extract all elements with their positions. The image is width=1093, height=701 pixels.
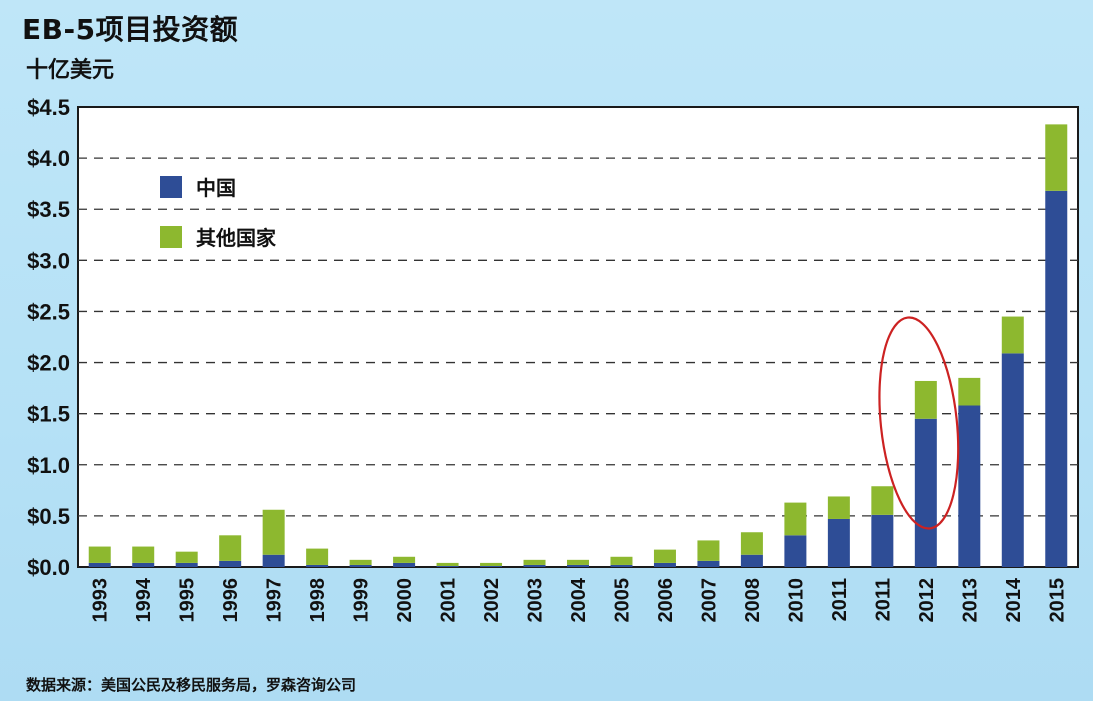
x-tick-label: 2011	[829, 578, 851, 621]
bar-china	[958, 405, 981, 567]
x-tick-label: 2015	[1046, 578, 1068, 623]
bar-china	[480, 565, 503, 567]
y-tick-label: $3.0	[27, 248, 70, 273]
bar-china	[610, 564, 633, 567]
bar-other-countries	[1045, 124, 1068, 191]
legend-label: 其他国家	[196, 226, 277, 250]
bar-china	[393, 562, 416, 567]
x-tick-label: 2002	[481, 578, 503, 623]
bar-china	[306, 564, 329, 567]
y-tick-label: $4.0	[27, 146, 70, 171]
bar-other-countries	[393, 556, 416, 563]
bar-china	[567, 564, 589, 567]
x-tick-label: 2003	[525, 578, 547, 623]
bar-china	[1045, 190, 1068, 568]
bar-china	[871, 514, 894, 567]
bar-china	[219, 560, 242, 567]
bar-china	[697, 560, 720, 567]
bar-other-countries	[306, 548, 329, 565]
legend-swatch	[160, 226, 182, 248]
bar-china	[914, 418, 937, 567]
bar-china	[827, 518, 850, 567]
y-tick-label: $2.0	[27, 351, 70, 376]
bar-other-countries	[871, 486, 894, 515]
y-tick-label: $1.0	[27, 453, 70, 478]
bar-china	[349, 564, 372, 567]
bar-other-countries	[784, 502, 807, 536]
bar-china	[653, 562, 676, 567]
bar-china	[262, 554, 285, 567]
bar-other-countries	[219, 535, 242, 561]
bar-china	[523, 564, 546, 567]
bar-other-countries	[132, 546, 155, 563]
bar-other-countries	[958, 377, 981, 406]
bar-china	[175, 562, 198, 567]
y-tick-label: $4.5	[27, 95, 70, 120]
bar-other-countries	[480, 562, 503, 566]
bar-china	[88, 562, 111, 567]
x-tick-label: 1997	[264, 578, 286, 623]
x-tick-label: 2001	[438, 578, 460, 623]
bar-other-countries	[436, 562, 459, 566]
x-tick-label: 1999	[351, 578, 373, 623]
x-tick-label: 2008	[742, 578, 764, 623]
chart-subtitle: 十亿美元	[26, 58, 115, 83]
legend-label: 中国	[196, 176, 236, 200]
y-tick-label: $2.5	[27, 299, 70, 324]
bar-other-countries	[653, 549, 676, 563]
bar-china	[784, 535, 807, 567]
bar-other-countries	[697, 540, 720, 561]
chart-title: EB-5项目投资额	[22, 13, 239, 46]
bar-other-countries	[827, 496, 850, 519]
bar-other-countries	[914, 380, 937, 419]
x-tick-label: 1994	[133, 577, 155, 622]
y-tick-label: $0.0	[27, 555, 70, 580]
x-tick-label: 2014	[1003, 577, 1025, 622]
highlight-ellipse	[878, 316, 960, 530]
bar-other-countries	[1001, 316, 1024, 354]
bar-other-countries	[88, 546, 111, 563]
x-tick-label: 2010	[785, 578, 807, 623]
x-tick-label: 2004	[568, 577, 590, 622]
bar-other-countries	[175, 551, 198, 563]
y-tick-label: $3.5	[27, 197, 70, 222]
bar-other-countries	[262, 509, 285, 555]
data-source-note: 数据来源：美国公民及移民服务局，罗森咨询公司	[26, 676, 357, 694]
x-tick-label: 2005	[611, 578, 633, 623]
bar-other-countries	[740, 532, 763, 555]
bar-china	[436, 565, 459, 567]
legend-swatch	[160, 176, 182, 198]
y-tick-label: $0.5	[27, 504, 70, 529]
y-tick-label: $1.5	[27, 402, 70, 427]
x-tick-label: 1995	[177, 578, 199, 623]
x-tick-label: 2012	[916, 578, 938, 623]
x-tick-label: 2000	[394, 578, 416, 623]
x-tick-label: 2007	[698, 578, 720, 623]
x-tick-label: 2013	[959, 578, 981, 623]
plot-area	[77, 106, 1079, 568]
bar-other-countries	[610, 556, 633, 565]
bar-china	[740, 554, 763, 567]
bar-china	[132, 562, 155, 567]
bar-other-countries	[349, 559, 372, 565]
bar-other-countries	[523, 559, 546, 565]
x-tick-label: 2011	[872, 578, 894, 621]
bar-other-countries	[567, 559, 589, 565]
x-tick-label: 1993	[90, 578, 112, 623]
bar-china	[1001, 353, 1024, 567]
x-tick-label: 1998	[307, 578, 329, 623]
x-tick-label: 2006	[655, 578, 677, 623]
x-tick-label: 1996	[220, 578, 242, 623]
